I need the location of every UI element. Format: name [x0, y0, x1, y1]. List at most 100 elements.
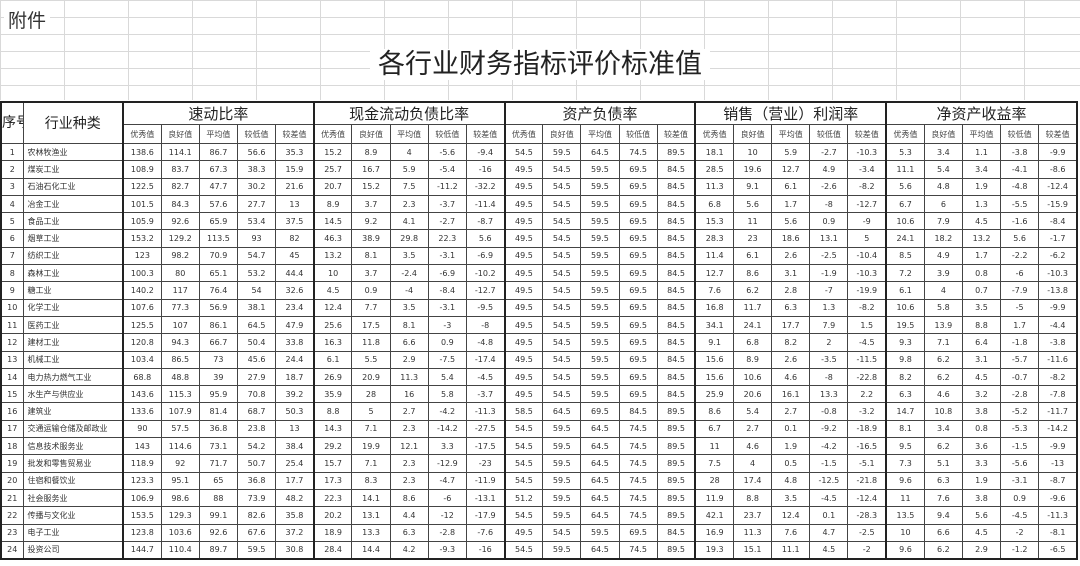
value-cell: 5.6	[1000, 229, 1040, 248]
value-cell: 8.1	[351, 246, 391, 266]
value-cell: -4.5	[1000, 506, 1040, 525]
value-cell: 86.1	[198, 315, 238, 335]
value-cell: -10.3	[847, 142, 887, 162]
value-cell: 22.3	[427, 229, 467, 248]
value-cell: 4.6	[771, 367, 811, 387]
value-cell: 54.5	[542, 177, 582, 196]
value-cell: 49.5	[503, 523, 544, 542]
value-cell: 3.5	[771, 488, 811, 508]
value-cell: 65.1	[198, 264, 238, 283]
value-cell: 54.5	[503, 142, 544, 162]
value-cell: 42.1	[694, 506, 735, 525]
value-cell: 20.9	[351, 367, 391, 387]
value-cell: 81.4	[198, 402, 238, 421]
value-cell: 84.5	[656, 298, 696, 317]
value-cell: 54	[236, 281, 277, 300]
value-cell: 24.1	[732, 315, 773, 335]
value-cell: 1.9	[961, 177, 1002, 196]
sub-header: 较差值	[847, 124, 887, 144]
row-number: 23	[0, 523, 24, 542]
value-cell: 0.5	[771, 454, 811, 473]
value-cell: -12.7	[465, 281, 506, 300]
value-cell: 69.5	[618, 177, 658, 196]
industry-name: 建筑业	[22, 402, 124, 421]
value-cell: 4.4	[389, 506, 429, 525]
value-cell: 37.2	[275, 523, 315, 542]
value-cell: -1.2	[1000, 540, 1040, 560]
sub-header: 平均值	[580, 124, 620, 144]
value-cell: 18.6	[771, 229, 811, 248]
value-cell: 10	[312, 264, 353, 283]
value-cell: 54.7	[236, 246, 277, 266]
value-cell: -9.3	[427, 540, 467, 560]
value-cell: 59.5	[580, 350, 620, 369]
row-number: 15	[0, 385, 24, 404]
sub-header: 较差值	[656, 124, 696, 144]
value-cell: 13.1	[809, 229, 849, 248]
value-cell: 1.1	[961, 142, 1002, 162]
value-cell: -17.4	[465, 350, 506, 369]
value-cell: 6.1	[885, 281, 925, 300]
value-cell: 15.2	[351, 177, 391, 196]
value-cell: -2.4	[389, 264, 429, 283]
value-cell: 84.5	[656, 160, 696, 179]
value-cell: 13.3	[809, 385, 849, 404]
value-cell: 1.9	[961, 471, 1002, 490]
value-cell: -8.2	[847, 298, 887, 317]
value-cell: -4.5	[847, 333, 887, 352]
value-cell: -11.2	[427, 177, 467, 196]
value-cell: -1.6	[1000, 212, 1040, 231]
value-cell: 68.8	[121, 367, 162, 387]
value-cell: -8.7	[465, 212, 506, 231]
value-cell: 1.3	[961, 194, 1002, 214]
value-cell: 80	[160, 264, 200, 283]
value-cell: -3.7	[465, 385, 506, 404]
value-cell: 2.7	[389, 402, 429, 421]
value-cell: -5.3	[1000, 419, 1040, 439]
value-cell: -12	[427, 506, 467, 525]
row-number: 13	[0, 350, 24, 369]
industry-name: 食品工业	[22, 212, 124, 231]
value-cell: 69.5	[618, 350, 658, 369]
value-cell: -8.2	[1038, 367, 1078, 387]
value-cell: 16.9	[694, 523, 735, 542]
row-number: 1	[0, 142, 24, 162]
value-cell: 15.6	[694, 350, 735, 369]
value-cell: 7.2	[885, 264, 925, 283]
value-cell: 54.5	[503, 419, 544, 439]
value-cell: -5.2	[1000, 402, 1040, 421]
value-cell: -12.4	[847, 488, 887, 508]
value-cell: 69.5	[618, 385, 658, 404]
value-cell: 2.9	[389, 350, 429, 369]
row-number: 16	[0, 402, 24, 421]
value-cell: 3.8	[961, 402, 1002, 421]
table-row: 6 烟草工业 153.2 129.2 113.5 93 82 46.3 38.9 29.8 22.3…	[0, 229, 1078, 248]
value-cell: 34.1	[694, 315, 735, 335]
value-cell: 64.5	[580, 540, 620, 560]
value-cell: -2.5	[809, 246, 849, 266]
value-cell: 2.2	[847, 385, 887, 404]
value-cell: 39.2	[275, 385, 315, 404]
table-row: 24 投资公司 144.7 110.4 89.7 59.5 30.8 28.4 14.4 4.2-…	[0, 540, 1078, 560]
value-cell: 3.8	[961, 488, 1002, 508]
value-cell: 123.3	[121, 471, 162, 490]
value-cell: 4.9	[809, 160, 849, 179]
value-cell: -7	[809, 281, 849, 300]
value-cell: 2.9	[961, 540, 1002, 560]
row-number: 8	[0, 264, 24, 283]
value-cell: -3.8	[1038, 333, 1078, 352]
value-cell: 69.5	[618, 281, 658, 300]
value-cell: 18.9	[312, 523, 353, 542]
value-cell: -6.2	[1038, 246, 1078, 266]
value-cell: 5.6	[465, 229, 506, 248]
value-cell: 86.5	[160, 350, 200, 369]
value-cell: 13.2	[312, 246, 353, 266]
value-cell: 54.5	[542, 160, 582, 179]
value-cell: -4.8	[465, 333, 506, 352]
value-cell: 36.8	[236, 471, 277, 490]
value-cell: 9.6	[885, 540, 925, 560]
value-cell: 89.7	[198, 540, 238, 560]
value-cell: 5.6	[885, 177, 925, 196]
value-cell: 4.8	[923, 177, 963, 196]
table-row: 10 化学工业 107.6 77.3 56.9 38.1 23.4 12.4 7.7 3.5 -3.…	[0, 298, 1078, 317]
